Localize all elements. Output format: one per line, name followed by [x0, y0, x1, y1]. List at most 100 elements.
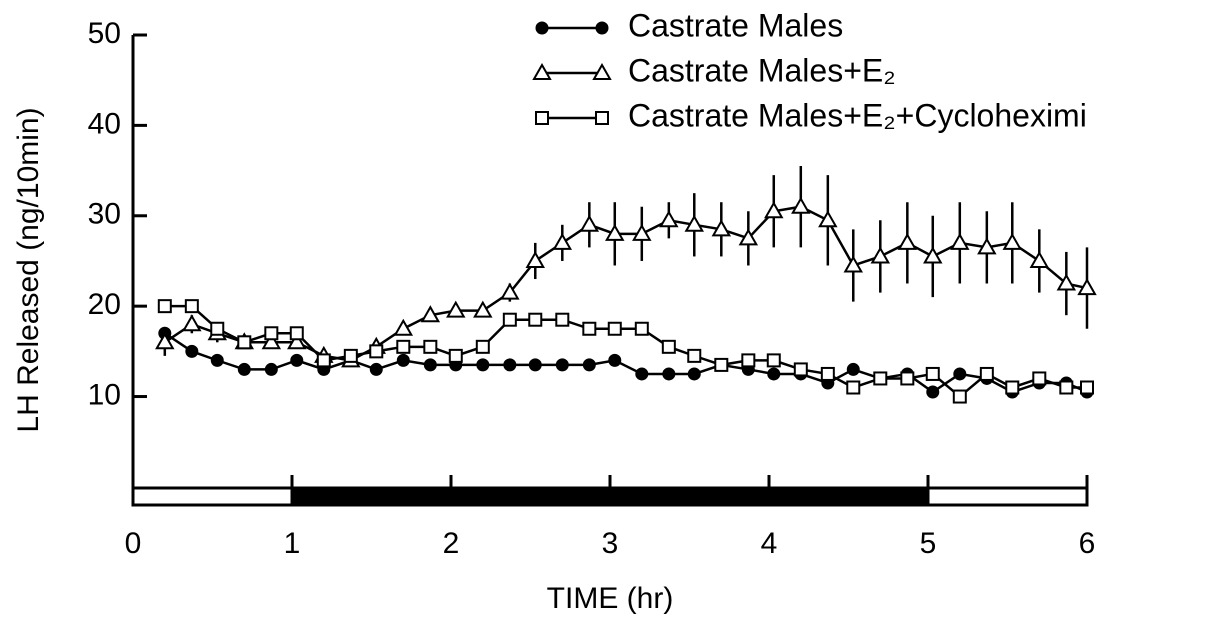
y-tick-label: 50: [88, 17, 121, 50]
marker: [476, 358, 490, 372]
marker: [555, 312, 570, 327]
legend-item: Castrate Males: [535, 7, 843, 43]
marker: [632, 223, 652, 241]
marker: [687, 367, 701, 381]
legend-label: Castrate Males+E₂: [628, 52, 896, 88]
marker: [870, 246, 891, 264]
marker: [264, 326, 279, 341]
marker: [952, 389, 967, 404]
series: [157, 299, 1094, 404]
marker: [369, 344, 384, 359]
marker: [605, 223, 625, 241]
marker: [528, 312, 543, 327]
marker: [532, 62, 552, 80]
marker: [396, 339, 411, 354]
marker: [767, 367, 781, 381]
marker: [182, 314, 202, 332]
marker: [261, 332, 282, 350]
marker: [738, 228, 759, 246]
marker: [369, 362, 383, 376]
marker: [396, 353, 410, 367]
marker: [237, 335, 252, 350]
marker: [582, 358, 596, 372]
marker: [766, 353, 781, 368]
marker: [475, 339, 490, 354]
marker: [1029, 250, 1050, 268]
marker: [684, 214, 704, 232]
marker: [423, 358, 437, 372]
y-axis-label: LH Released (ng/10min): [12, 107, 45, 432]
y-tick-label: 20: [88, 288, 121, 321]
marker: [1077, 278, 1097, 296]
marker: [535, 21, 549, 35]
marker: [535, 111, 549, 125]
marker: [1002, 232, 1022, 250]
marker: [873, 371, 888, 386]
marker: [923, 246, 943, 264]
marker: [287, 332, 307, 350]
marker: [184, 299, 199, 314]
marker: [926, 385, 940, 399]
x-tick-label: 4: [761, 527, 778, 560]
marker: [525, 250, 545, 268]
marker: [237, 362, 251, 376]
marker: [528, 358, 542, 372]
marker: [290, 353, 304, 367]
marker: [473, 300, 493, 318]
x-tick-label: 1: [284, 527, 301, 560]
y-tick-label: 10: [88, 378, 121, 411]
marker: [818, 210, 838, 228]
marker: [552, 232, 573, 250]
marker: [979, 366, 994, 381]
marker: [210, 321, 225, 336]
marker: [500, 282, 520, 300]
marker: [820, 366, 835, 381]
marker: [711, 219, 732, 237]
x-tick-label: 3: [602, 527, 619, 560]
marker: [448, 348, 463, 363]
marker: [582, 321, 597, 336]
marker: [502, 312, 517, 327]
x-tick-label: 6: [1079, 527, 1096, 560]
marker: [185, 344, 199, 358]
marker: [264, 362, 278, 376]
marker: [446, 300, 466, 318]
marker: [393, 318, 414, 336]
x-axis-label: TIME (hr): [547, 582, 674, 615]
marker: [343, 348, 358, 363]
marker: [595, 21, 609, 35]
marker: [846, 362, 860, 376]
x-tick-label: 2: [443, 527, 460, 560]
marker: [1080, 380, 1094, 395]
marker: [595, 111, 609, 125]
marker: [579, 214, 600, 232]
marker: [420, 305, 441, 323]
marker: [1059, 380, 1074, 395]
legend-item: Castrate Males+E₂: [532, 52, 896, 88]
marker: [741, 353, 756, 368]
marker: [661, 339, 676, 354]
marker: [316, 353, 331, 368]
marker: [977, 237, 997, 255]
x-tick-label: 5: [920, 527, 937, 560]
marker: [157, 299, 172, 314]
marker: [897, 232, 918, 250]
marker: [900, 371, 915, 386]
x-tick-label: 0: [125, 527, 142, 560]
marker: [607, 321, 622, 336]
marker: [289, 326, 304, 341]
marker: [155, 332, 175, 350]
marker: [503, 358, 517, 372]
legend-item: Castrate Males+E₂+Cycloheximi: [535, 97, 1087, 133]
marker: [659, 210, 679, 228]
marker: [793, 362, 808, 377]
y-tick-label: 30: [88, 198, 121, 231]
marker: [953, 367, 967, 381]
marker: [687, 348, 702, 363]
marker: [635, 367, 649, 381]
marker: [925, 366, 940, 381]
y-tick-label: 40: [88, 107, 121, 140]
marker: [555, 358, 569, 372]
period-bar: [926, 486, 1089, 507]
